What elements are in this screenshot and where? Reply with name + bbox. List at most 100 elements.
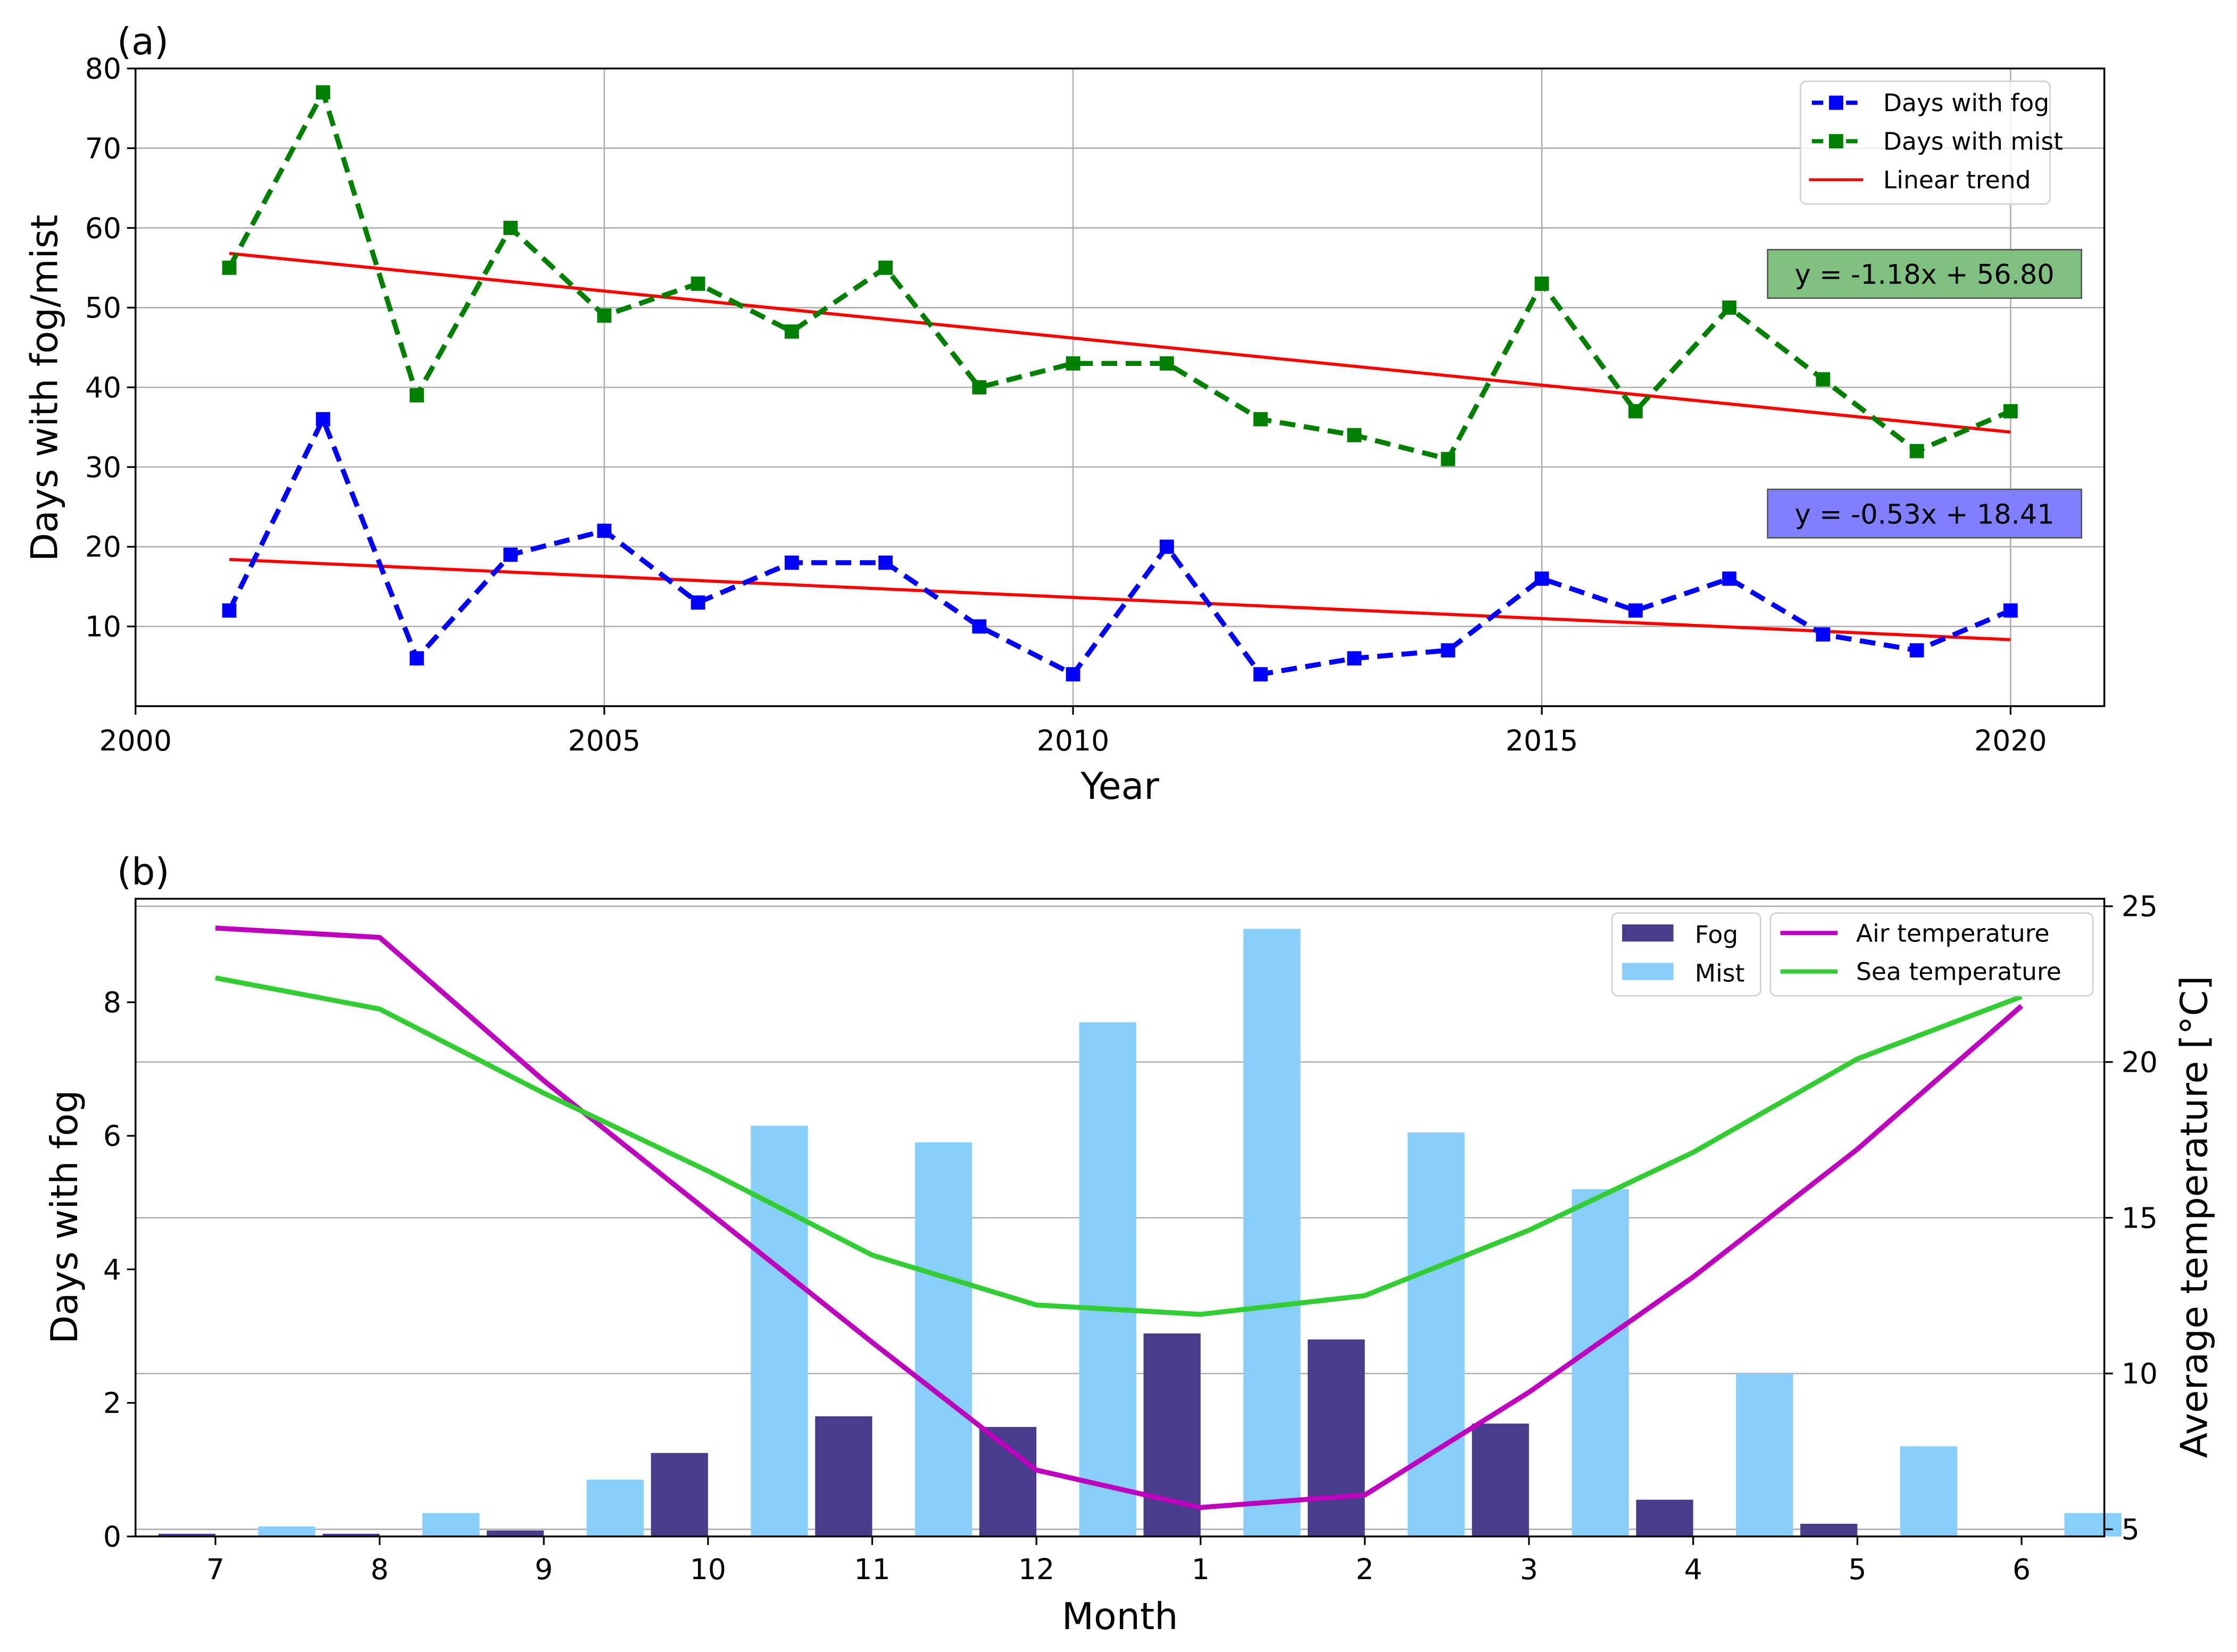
- x-tick-label: 4: [1684, 1553, 1702, 1586]
- x-tick-label: 8: [371, 1553, 389, 1586]
- data-point-marker: [784, 324, 799, 339]
- legend-mist-swatch: [1622, 963, 1674, 980]
- data-point-marker: [1441, 452, 1456, 466]
- mist-equation-text: y = -1.18x + 56.80: [1795, 260, 2055, 291]
- data-point-marker: [1253, 412, 1268, 427]
- data-point-marker: [691, 276, 705, 291]
- legend-mist-marker: [1829, 134, 1843, 148]
- panel-b-yticks: 0 2 4 6 8: [103, 986, 136, 1554]
- data-point-marker: [1066, 356, 1080, 371]
- data-point-marker: [1159, 356, 1174, 371]
- y-tick-label: 30: [85, 450, 121, 484]
- data-point-marker: [1066, 667, 1080, 682]
- x-tick-label: 7: [206, 1553, 224, 1586]
- data-point-marker: [784, 555, 799, 570]
- legend-item-trend: Linear trend: [1809, 166, 2031, 194]
- bar-mist: [1736, 1373, 1793, 1537]
- data-point-marker: [315, 85, 330, 100]
- data-point-marker: [972, 380, 987, 395]
- x-tick-label: 3: [1520, 1553, 1538, 1586]
- y2-tick-label: 15: [2122, 1201, 2158, 1234]
- legend-trend-label: Linear trend: [1883, 166, 2031, 194]
- x-tick-label: 2015: [1506, 724, 1578, 757]
- panel-b-xticks: 7 8 9 10 11 12 1 2 3 4 5 6: [206, 1536, 2031, 1586]
- fog-equation-box: [1767, 488, 2083, 539]
- x-tick-label: 5: [1848, 1553, 1866, 1586]
- panel-a-series: [222, 85, 2018, 682]
- data-point-marker: [1816, 627, 1831, 642]
- y-tick-label: 8: [103, 986, 121, 1019]
- data-point-marker: [2003, 404, 2018, 419]
- legend-air-label: Air temperature: [1856, 919, 2050, 947]
- x-tick-label: 1: [1192, 1553, 1210, 1586]
- bar-fog: [651, 1453, 708, 1537]
- panel-b-ylabel: Days with fog: [43, 1090, 86, 1344]
- bar-fog: [1636, 1499, 1693, 1537]
- legend-fog-marker: [1829, 95, 1843, 110]
- data-point-marker: [878, 555, 893, 570]
- bar-mist: [258, 1526, 315, 1537]
- data-point-marker: [878, 261, 893, 275]
- legend-mist-bar-label: Mist: [1695, 959, 1745, 987]
- x-tick-label: 2: [1355, 1553, 1374, 1586]
- y2-tick-label: 5: [2122, 1513, 2140, 1546]
- y2-tick-label: 10: [2122, 1357, 2158, 1390]
- bar-fog: [979, 1426, 1037, 1537]
- x-tick-label: 2020: [1974, 724, 2047, 757]
- mist-trend-equation: y = -1.18x + 56.80: [1767, 249, 2083, 299]
- panel-a-legend: Days with fog Days with mist Linear tren…: [1800, 80, 2063, 205]
- line-sea-temperature: [215, 975, 2023, 1317]
- bar-fog: [1800, 1523, 1858, 1537]
- data-point-marker: [222, 603, 237, 618]
- trend-line: [229, 252, 2011, 434]
- mist-equation-box: [1767, 249, 2083, 299]
- bar-mist: [1900, 1446, 1958, 1537]
- panel-b-y2label: Average temperature [°C]: [2173, 975, 2216, 1458]
- panel-b-lines: [215, 925, 2024, 1510]
- x-tick-label: 9: [535, 1553, 553, 1586]
- data-point-marker: [1441, 643, 1456, 658]
- bar-mist: [422, 1513, 480, 1537]
- x-tick-label: 2000: [99, 724, 172, 757]
- legend-item-fog: Days with fog: [1811, 89, 2049, 117]
- x-tick-label: 2010: [1037, 724, 1109, 757]
- panel-b-y2ticks: 5 10 15 20 25: [2104, 890, 2158, 1546]
- y2-tick-label: 25: [2122, 890, 2158, 923]
- panel-b-xlabel: Month: [1062, 1595, 1178, 1638]
- fog-equation-text: y = -0.53x + 18.41: [1795, 499, 2055, 530]
- legend-fog-label: Days with fog: [1883, 89, 2049, 117]
- panel-a-xticks: 2000 2005 2010 2015 2020: [99, 706, 2047, 757]
- data-point-marker: [972, 619, 987, 634]
- data-point-marker: [1253, 667, 1268, 682]
- panel-a: (a) 2000 2005 2010 2015 2020 10 20 30 40 50 60 70 8…: [23, 20, 2106, 808]
- y-tick-label: 60: [85, 211, 121, 245]
- panel-a-xlabel: Year: [1080, 765, 1159, 808]
- x-tick-label: 2005: [568, 724, 641, 757]
- legend-fog-swatch: [1622, 924, 1674, 942]
- y2-tick-label: 20: [2122, 1045, 2158, 1079]
- data-point-marker: [1816, 372, 1831, 387]
- bar-mist: [751, 1125, 808, 1537]
- panel-a-trends: [229, 252, 2011, 641]
- x-tick-label: 10: [690, 1553, 726, 1586]
- bar-fog: [1308, 1339, 1365, 1537]
- data-point-marker: [315, 412, 330, 427]
- data-point-marker: [2003, 603, 2018, 618]
- data-point-marker: [1534, 276, 1549, 291]
- legend-mist-label: Days with mist: [1883, 128, 2063, 156]
- y-tick-label: 4: [103, 1253, 121, 1286]
- legend-box: [1800, 80, 2051, 205]
- y-tick-label: 80: [85, 52, 121, 86]
- data-point-marker: [1909, 643, 1924, 658]
- data-point-marker: [1722, 300, 1737, 315]
- data-point-marker: [410, 388, 424, 403]
- panel-b-bar-legend: Fog Mist: [1611, 912, 1761, 997]
- legend-fog-bar-label: Fog: [1695, 921, 1738, 949]
- data-point-marker: [1628, 603, 1643, 618]
- legend-item-mist: Days with mist: [1811, 128, 2063, 156]
- data-point-marker: [222, 261, 237, 275]
- panel-a-label: (a): [117, 20, 169, 63]
- x-tick-label: 11: [854, 1553, 890, 1586]
